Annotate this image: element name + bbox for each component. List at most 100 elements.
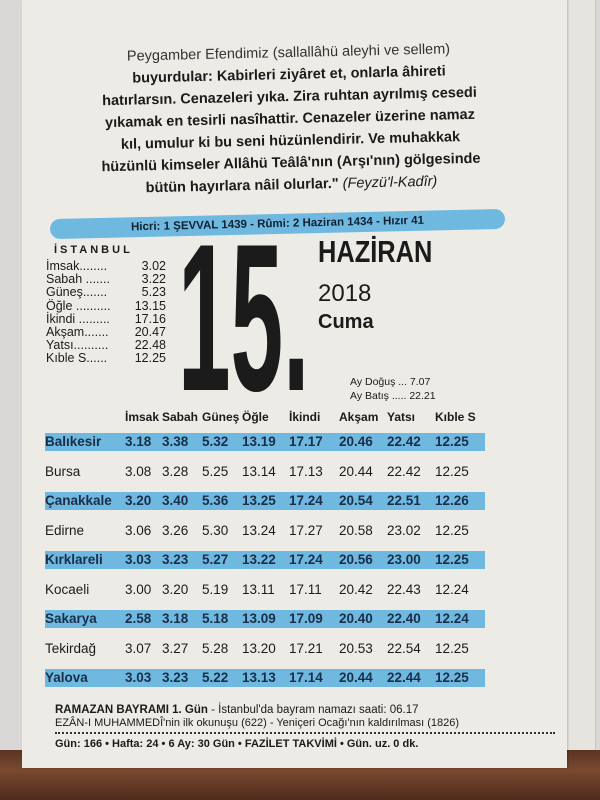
time-cell: 22.44 <box>387 669 435 687</box>
time-cell: 3.18 <box>162 610 202 628</box>
column-header: Sabah <box>162 410 199 424</box>
column-header: Öğle <box>242 410 269 424</box>
time-cell: 22.40 <box>387 610 435 628</box>
time-cell: 20.40 <box>339 610 387 628</box>
time-cell: 20.56 <box>339 551 387 569</box>
time-cell: 12.25 <box>435 522 469 538</box>
time-cell: 3.18 <box>125 433 162 451</box>
time-cell: 20.46 <box>339 433 387 451</box>
quote-source: (Feyzü'l-Kadîr) <box>342 173 438 192</box>
time-cell: 20.54 <box>339 492 387 510</box>
time-cell: 13.20 <box>242 640 276 656</box>
quote-line: bütün hayırlara nâil olurlar." <box>145 175 339 197</box>
weekday: Cuma <box>318 311 374 333</box>
time-cell: 13.09 <box>242 610 289 628</box>
prayer-label: Kıble S...... <box>46 351 108 366</box>
footer: RAMAZAN BAYRAMI 1. Gün - İstanbul'da bay… <box>55 704 555 750</box>
time-cell: 3.26 <box>162 522 189 538</box>
column-header: Yatsı <box>387 410 416 424</box>
time-cell: 17.27 <box>289 522 323 538</box>
prayer-label: Akşam....... <box>46 325 109 340</box>
time-cell: 17.24 <box>289 551 339 569</box>
prayer-time: 12.25 <box>134 351 166 366</box>
time-cell: 5.25 <box>202 463 229 479</box>
year: 2018 <box>318 280 372 307</box>
table-row: Edirne 3.06 3.26 5.30 13.24 17.27 20.58 23.02 12… <box>45 516 495 546</box>
prayer-label: Güneş....... <box>46 285 108 300</box>
prayer-time-row: Kıble S...... 12.25 <box>46 352 166 365</box>
city-cell: Sakarya <box>45 610 125 628</box>
city-cell: Çanakkale <box>45 492 125 510</box>
prayer-time: 3.22 <box>141 272 166 287</box>
time-cell: 3.23 <box>162 551 202 569</box>
city-cell: Tekirdağ <box>45 640 97 656</box>
time-cell: 17.17 <box>289 433 339 451</box>
prayer-time-row: Yatsı.......... 22.48 <box>46 339 166 352</box>
column-header: İkindi <box>289 410 321 424</box>
time-cell: 22.42 <box>387 463 421 479</box>
time-cell: 12.25 <box>435 433 485 451</box>
historical-events: EZÂN-I MUHAMMEDÎ'nin ilk okunuşu (622) -… <box>55 717 555 734</box>
time-cell: 23.00 <box>387 551 435 569</box>
table-row: Tekirdağ 3.07 3.27 5.28 13.20 17.21 20.53 22.54… <box>45 634 495 664</box>
time-cell: 5.27 <box>202 551 242 569</box>
event-detail: - İstanbul'da bayram namazı saati: 06.17 <box>207 704 419 716</box>
table-row: Yalova 3.03 3.23 5.22 13.13 17.14 20.44 22.44 12… <box>45 663 495 693</box>
prayer-time-row: Sabah ....... 3.22 <box>46 273 166 286</box>
table-row: Sakarya 2.58 3.18 5.18 13.09 17.09 20.40 22.40 1… <box>45 604 495 634</box>
time-cell: 13.13 <box>242 669 289 687</box>
time-cell: 22.54 <box>387 640 421 656</box>
time-cell: 12.25 <box>435 640 469 656</box>
column-header: Güneş <box>202 410 240 424</box>
time-cell: 3.00 <box>125 581 152 597</box>
time-cell: 13.25 <box>242 492 289 510</box>
time-cell: 17.13 <box>289 463 323 479</box>
time-cell: 12.25 <box>435 669 485 687</box>
event-title: RAMAZAN BAYRAMI 1. Gün <box>55 704 208 716</box>
time-cell: 3.28 <box>162 463 189 479</box>
time-cell: 3.03 <box>125 669 162 687</box>
time-cell: 23.02 <box>387 522 421 538</box>
time-cell: 22.51 <box>387 492 435 510</box>
time-cell: 17.11 <box>289 581 322 597</box>
time-cell: 3.27 <box>162 640 189 656</box>
moonset: Ay Batış ..... 22.21 <box>350 390 436 402</box>
time-cell: 22.43 <box>387 581 421 597</box>
prayer-label: Sabah ....... <box>46 272 110 287</box>
day-number: 15. <box>178 200 310 435</box>
time-cell: 5.32 <box>202 433 242 451</box>
time-cell: 3.38 <box>162 433 202 451</box>
time-cell: 3.20 <box>125 492 162 510</box>
prayer-label: İmsak........ <box>46 259 108 273</box>
calendar-page <box>22 0 567 768</box>
moon-times: Ay Doğuş ... 7.07 Ay Batış ..... 22.21 <box>350 375 436 403</box>
time-cell: 20.58 <box>339 522 373 538</box>
time-cell: 12.26 <box>435 492 485 510</box>
prayer-time: 17.16 <box>134 311 166 326</box>
time-cell: 3.08 <box>125 463 152 479</box>
time-cell: 2.58 <box>125 610 162 628</box>
prayer-time-row: İmsak........ 3.02 <box>46 259 166 273</box>
time-cell: 3.20 <box>162 581 189 597</box>
time-cell: 5.22 <box>202 669 242 687</box>
time-cell: 3.06 <box>125 522 152 538</box>
city-name: İSTANBUL <box>54 244 133 256</box>
column-header <box>45 410 125 424</box>
city-cell: Edirne <box>45 522 85 538</box>
time-cell: 13.22 <box>242 551 289 569</box>
time-cell: 20.53 <box>339 640 373 656</box>
time-cell: 3.07 <box>125 640 152 656</box>
prayer-time-row: Akşam....... 20.47 <box>46 325 166 340</box>
time-cell: 12.25 <box>435 463 469 479</box>
time-cell: 17.14 <box>289 669 339 687</box>
prayer-time: 13.15 <box>134 298 166 313</box>
month-name: HAZİRAN <box>318 234 433 269</box>
hadith-quote: Peygamber Efendimiz (sallallâhü aleyhi v… <box>28 36 551 202</box>
prayer-time: 5.23 <box>141 285 166 300</box>
table-row: Kocaeli 3.00 3.20 5.19 13.11 17.11 20.42 22.43 1… <box>45 575 495 605</box>
prayer-time: 20.47 <box>134 325 166 340</box>
time-cell: 20.44 <box>339 463 373 479</box>
time-cell: 13.14 <box>242 463 276 479</box>
time-cell: 5.18 <box>202 610 242 628</box>
time-cell: 5.30 <box>202 522 229 538</box>
